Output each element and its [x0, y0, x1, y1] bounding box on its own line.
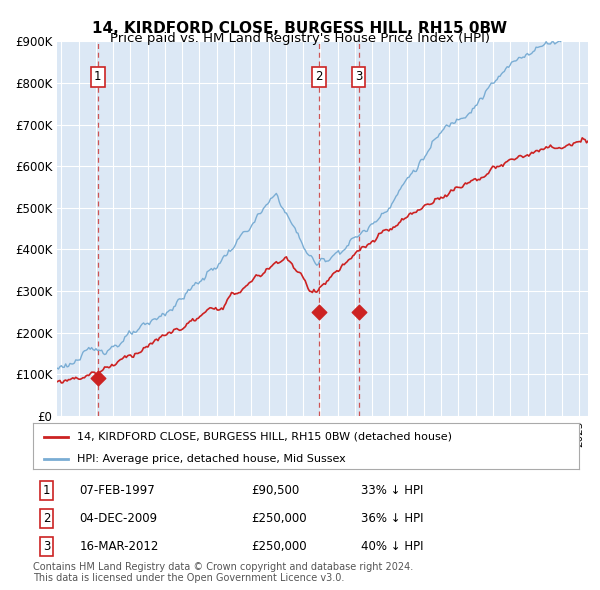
Text: £250,000: £250,000 [251, 540, 307, 553]
Text: 2: 2 [43, 512, 50, 525]
Text: HPI: Average price, detached house, Mid Sussex: HPI: Average price, detached house, Mid … [77, 454, 346, 464]
Text: 33% ↓ HPI: 33% ↓ HPI [361, 484, 423, 497]
Text: 16-MAR-2012: 16-MAR-2012 [79, 540, 159, 553]
Text: 1: 1 [43, 484, 50, 497]
Text: 1: 1 [94, 70, 101, 83]
Text: 3: 3 [43, 540, 50, 553]
Text: 04-DEC-2009: 04-DEC-2009 [79, 512, 158, 525]
Text: 3: 3 [355, 70, 362, 83]
Text: 40% ↓ HPI: 40% ↓ HPI [361, 540, 423, 553]
Text: Price paid vs. HM Land Registry's House Price Index (HPI): Price paid vs. HM Land Registry's House … [110, 32, 490, 45]
Point [354, 307, 364, 317]
Text: £250,000: £250,000 [251, 512, 307, 525]
Text: 2: 2 [315, 70, 323, 83]
Text: £90,500: £90,500 [251, 484, 299, 497]
Text: 07-FEB-1997: 07-FEB-1997 [79, 484, 155, 497]
Point [314, 307, 324, 317]
Text: 14, KIRDFORD CLOSE, BURGESS HILL, RH15 0BW (detached house): 14, KIRDFORD CLOSE, BURGESS HILL, RH15 0… [77, 432, 452, 442]
Text: Contains HM Land Registry data © Crown copyright and database right 2024.
This d: Contains HM Land Registry data © Crown c… [33, 562, 413, 584]
Point [93, 373, 103, 383]
Text: 14, KIRDFORD CLOSE, BURGESS HILL, RH15 0BW: 14, KIRDFORD CLOSE, BURGESS HILL, RH15 0… [92, 21, 508, 35]
Text: 36% ↓ HPI: 36% ↓ HPI [361, 512, 423, 525]
